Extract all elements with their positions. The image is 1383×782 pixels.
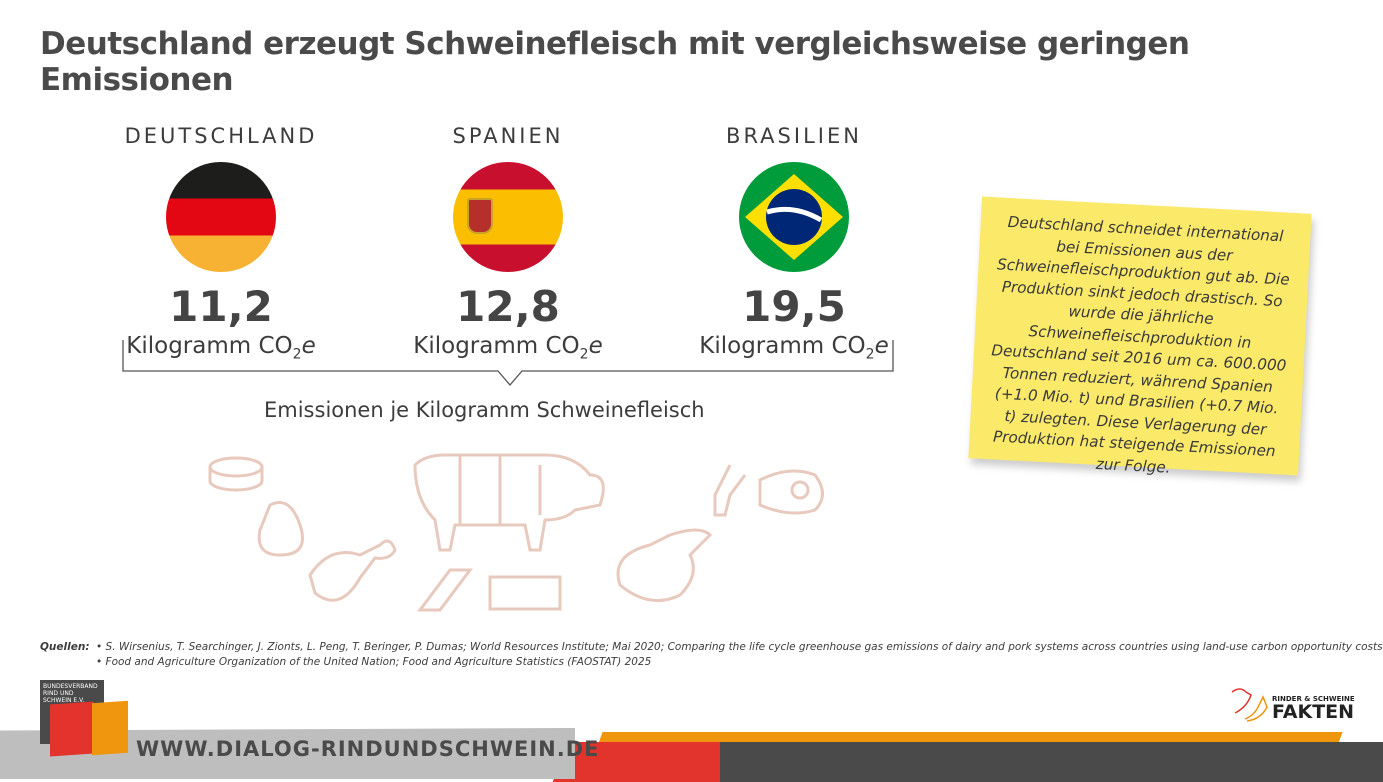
country-brazil: BRASILIEN 19,5 Kilogramm CO2e (664, 124, 924, 363)
trotter-icon (713, 464, 747, 517)
country-name: DEUTSCHLAND (124, 124, 318, 148)
logo-pig-icon (92, 700, 128, 756)
emission-value: 12,8 (456, 282, 560, 331)
pork-cuts-illustration (208, 453, 824, 612)
steak-icon (208, 456, 264, 492)
fakten-logo: RINDER & SCHWEINE FAKTEN (1231, 688, 1355, 722)
ham-icon (257, 501, 304, 557)
sources-label: Quellen: (40, 641, 90, 653)
country-name: BRASILIEN (726, 124, 862, 148)
logo-cow-icon (50, 701, 94, 757)
spain-flag-icon (453, 162, 563, 272)
source-item: • Food and Agriculture Organization of t… (96, 656, 652, 668)
fakten-animals-icon (1231, 688, 1268, 722)
emission-unit: Kilogramm CO2e (126, 333, 316, 363)
country-name: SPANIEN (452, 124, 564, 148)
emission-unit: Kilogramm CO2e (413, 333, 603, 363)
emissions-caption: Emissionen je Kilogramm Schweinefleisch (264, 398, 705, 422)
bacon-icon (417, 568, 562, 612)
footer-stripe-dark (720, 742, 1383, 782)
website-link[interactable]: WWW.DIALOG-RINDUNDSCHWEIN.DE (136, 737, 600, 761)
knuckle-icon (758, 469, 824, 515)
leg-icon (308, 539, 397, 602)
country-spain: SPANIEN 12,8 Kilogramm CO2e (378, 124, 638, 363)
country-germany: DEUTSCHLAND 11,2 Kilogramm CO2e (91, 124, 351, 363)
page-title: Deutschland erzeugt Schweinefleisch mit … (40, 26, 1190, 98)
germany-flag-icon (166, 162, 276, 272)
pig-icon (413, 453, 605, 552)
emission-value: 19,5 (742, 282, 846, 331)
bracket-divider (122, 340, 894, 386)
sources: Quellen: • S. Wirsenius, T. Searchinger, … (40, 640, 1383, 670)
pig-head-icon (616, 528, 713, 603)
source-item: • S. Wirsenius, T. Searchinger, J. Ziont… (96, 641, 1383, 653)
emission-unit: Kilogramm CO2e (699, 333, 889, 363)
sticky-note: Deutschland schneidet international bei … (968, 196, 1312, 476)
emission-value: 11,2 (169, 282, 273, 331)
brazil-flag-icon (739, 162, 849, 272)
